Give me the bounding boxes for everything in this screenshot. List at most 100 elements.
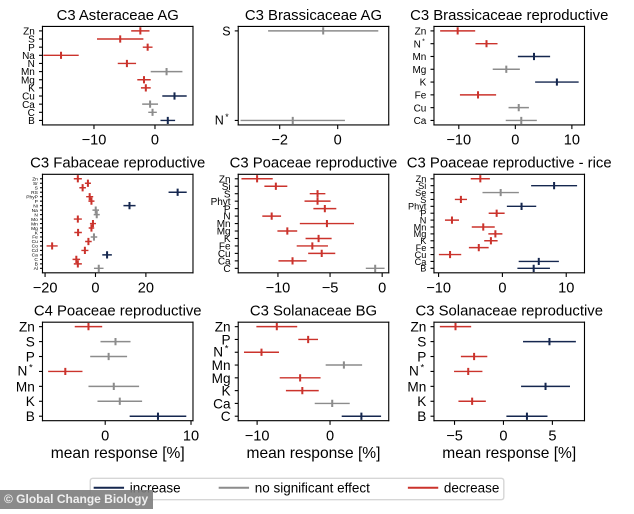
svg-text:P: P bbox=[420, 209, 426, 219]
svg-text:Mn: Mn bbox=[412, 52, 426, 63]
svg-text:10: 10 bbox=[558, 280, 574, 296]
svg-text:mean response [%]: mean response [%] bbox=[247, 445, 381, 462]
svg-text:Mo: Mo bbox=[31, 217, 38, 223]
svg-text:C3 Poaceae reproductive - rice: C3 Poaceae reproductive - rice bbox=[407, 156, 612, 172]
svg-text:N *: N * bbox=[414, 27, 427, 52]
svg-text:Ca: Ca bbox=[22, 100, 35, 111]
svg-text:B: B bbox=[417, 409, 426, 424]
svg-text:C3 Solanaceae reproductive: C3 Solanaceae reproductive bbox=[415, 304, 603, 320]
svg-text:−5: −5 bbox=[446, 428, 463, 444]
svg-text:P: P bbox=[417, 349, 426, 364]
svg-text:P: P bbox=[26, 349, 35, 364]
svg-text:C3 Fabaceae reproductive: C3 Fabaceae reproductive bbox=[30, 156, 205, 172]
svg-text:N *: N * bbox=[215, 104, 230, 129]
svg-text:Mn: Mn bbox=[217, 219, 231, 230]
svg-text:Phyt: Phyt bbox=[211, 197, 231, 208]
svg-text:N: N bbox=[223, 212, 230, 223]
svg-text:10: 10 bbox=[564, 133, 580, 149]
svg-text:K: K bbox=[222, 384, 231, 399]
svg-text:0: 0 bbox=[326, 428, 334, 444]
svg-text:N *: N * bbox=[213, 336, 229, 361]
svg-text:Mg: Mg bbox=[212, 371, 231, 386]
svg-text:−5: −5 bbox=[322, 280, 339, 296]
svg-text:Mn: Mn bbox=[212, 358, 231, 373]
svg-text:−10: −10 bbox=[245, 428, 270, 444]
svg-text:Fe: Fe bbox=[219, 242, 231, 253]
svg-text:Al: Al bbox=[34, 266, 38, 272]
svg-text:P: P bbox=[28, 43, 35, 54]
svg-text:10: 10 bbox=[183, 428, 199, 444]
svg-text:N: N bbox=[34, 212, 38, 218]
svg-text:S: S bbox=[26, 335, 35, 350]
svg-text:20: 20 bbox=[138, 280, 154, 296]
svg-text:N: N bbox=[28, 59, 35, 70]
svg-text:K: K bbox=[420, 236, 426, 246]
svg-text:Fe: Fe bbox=[415, 90, 427, 101]
svg-text:Zn: Zn bbox=[410, 320, 426, 335]
svg-text:Mg: Mg bbox=[217, 227, 231, 238]
svg-text:mean response [%]: mean response [%] bbox=[442, 445, 576, 462]
svg-text:−20: −20 bbox=[33, 280, 58, 296]
svg-text:Mn: Mn bbox=[414, 222, 427, 232]
svg-text:Cu: Cu bbox=[218, 249, 231, 260]
svg-text:Mg: Mg bbox=[31, 226, 38, 232]
svg-text:Ca: Ca bbox=[32, 253, 39, 259]
svg-text:Fe: Fe bbox=[416, 243, 427, 253]
svg-text:0: 0 bbox=[91, 280, 99, 296]
svg-text:−10: −10 bbox=[446, 133, 471, 149]
svg-text:N *: N * bbox=[18, 356, 34, 381]
svg-text:C4 Poaceae reproductive: C4 Poaceae reproductive bbox=[34, 304, 202, 320]
svg-text:Cu: Cu bbox=[32, 239, 39, 245]
svg-text:Si: Si bbox=[222, 182, 231, 193]
svg-text:5: 5 bbox=[548, 428, 556, 444]
svg-text:Zn: Zn bbox=[416, 174, 427, 184]
svg-text:Ca: Ca bbox=[213, 396, 231, 411]
svg-text:no significant effect: no significant effect bbox=[255, 480, 370, 495]
svg-text:−10: −10 bbox=[82, 133, 107, 149]
svg-text:Phyt: Phyt bbox=[408, 202, 427, 212]
svg-text:K: K bbox=[417, 394, 426, 409]
svg-text:C: C bbox=[28, 108, 35, 119]
svg-text:Na: Na bbox=[22, 51, 35, 62]
svg-text:P: P bbox=[222, 332, 231, 347]
svg-text:Ca: Ca bbox=[415, 257, 428, 267]
svg-text:0: 0 bbox=[498, 280, 506, 296]
svg-text:P: P bbox=[35, 199, 38, 205]
svg-text:Se: Se bbox=[415, 188, 426, 198]
svg-text:S: S bbox=[420, 195, 426, 205]
svg-text:Cu: Cu bbox=[414, 103, 427, 114]
svg-text:Si: Si bbox=[418, 181, 426, 191]
svg-text:Zn: Zn bbox=[23, 27, 35, 38]
svg-text:decrease: decrease bbox=[444, 480, 499, 495]
svg-text:Mg: Mg bbox=[21, 75, 35, 86]
svg-text:Mn: Mn bbox=[407, 379, 426, 394]
svg-text:B: B bbox=[35, 262, 38, 268]
svg-text:Co: Co bbox=[32, 244, 39, 250]
svg-text:B: B bbox=[420, 264, 426, 274]
svg-text:0: 0 bbox=[499, 428, 507, 444]
svg-text:Zn: Zn bbox=[32, 177, 38, 183]
svg-text:S: S bbox=[417, 335, 426, 350]
svg-text:S: S bbox=[222, 24, 230, 38]
svg-text:Zn: Zn bbox=[415, 27, 427, 38]
svg-text:K: K bbox=[35, 230, 39, 236]
svg-text:B: B bbox=[28, 116, 35, 127]
svg-text:0: 0 bbox=[511, 133, 519, 149]
svg-text:mean response [%]: mean response [%] bbox=[51, 445, 185, 462]
svg-text:Ca: Ca bbox=[218, 256, 231, 267]
svg-text:B: B bbox=[26, 409, 35, 424]
svg-text:RS: RS bbox=[31, 190, 39, 196]
svg-text:PhyP: PhyP bbox=[26, 194, 38, 200]
svg-text:−10: −10 bbox=[266, 280, 291, 296]
svg-text:Fe: Fe bbox=[32, 235, 38, 241]
svg-text:0: 0 bbox=[378, 280, 386, 296]
svg-text:−10: −10 bbox=[426, 280, 451, 296]
svg-text:C: C bbox=[34, 257, 38, 263]
svg-text:Zn: Zn bbox=[215, 320, 231, 335]
svg-text:Mn: Mn bbox=[31, 221, 38, 227]
svg-text:S: S bbox=[224, 189, 231, 200]
svg-text:Mg: Mg bbox=[412, 65, 426, 76]
svg-text:Zn: Zn bbox=[219, 174, 231, 185]
svg-text:K: K bbox=[26, 394, 35, 409]
svg-text:0: 0 bbox=[151, 133, 159, 149]
